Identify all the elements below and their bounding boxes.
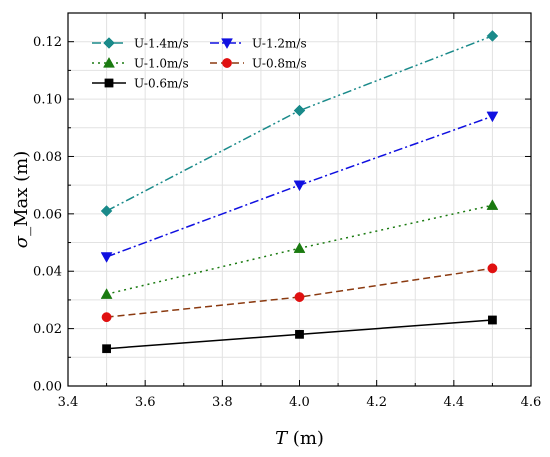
data-point bbox=[486, 199, 499, 210]
y-tick-label: 0.04 bbox=[33, 265, 62, 280]
legend-item: U-0.8m/s bbox=[210, 57, 307, 71]
x-tick-label: 3.8 bbox=[212, 395, 233, 410]
series-U-1.2m/s bbox=[100, 111, 499, 263]
y-tick-label: 0.12 bbox=[33, 35, 62, 50]
data-point bbox=[294, 292, 305, 302]
x-tick-label: 3.4 bbox=[58, 395, 79, 410]
legend-label: U-1.2m/s bbox=[252, 37, 307, 51]
legend-item: U-1.4m/s bbox=[92, 37, 189, 51]
data-point bbox=[293, 180, 306, 192]
legend-label: U-1.0m/s bbox=[134, 57, 189, 71]
data-point bbox=[101, 312, 112, 323]
series-U-0.6m/s bbox=[102, 315, 497, 354]
data-point bbox=[486, 30, 499, 42]
legend-label: U-0.8m/s bbox=[252, 57, 307, 71]
axis-ticks: 3.4 3.6 3.8 4.0 4.2 4.4 4.6 0.00 0.02 0.04 0.06 0.0… bbox=[33, 12, 542, 410]
legend-marker bbox=[103, 56, 115, 68]
data-point bbox=[102, 344, 111, 354]
x-tick-label: 4.0 bbox=[289, 395, 310, 410]
y-axis-rest: _Max (m) bbox=[11, 151, 32, 236]
legend-marker bbox=[103, 37, 115, 49]
legend-marker bbox=[104, 78, 114, 88]
legend-marker bbox=[222, 58, 232, 68]
x-tick-label: 4.6 bbox=[521, 395, 542, 410]
data-point bbox=[488, 315, 497, 325]
legend-label: U-0.6m/s bbox=[134, 77, 189, 91]
y-axis-symbol: σ bbox=[11, 235, 32, 248]
data-point bbox=[100, 288, 113, 299]
y-tick-label: 0.06 bbox=[33, 207, 62, 222]
legend: U-1.4m/s U-1.2m/s U-1.0m/s U-0.8m/s U-0.6m/s bbox=[92, 37, 307, 91]
legend-label: U-1.4m/s bbox=[134, 37, 189, 51]
data-point bbox=[293, 104, 306, 117]
data-point bbox=[295, 329, 304, 339]
x-tick-label: 4.2 bbox=[366, 395, 387, 410]
legend-item: U-0.6m/s bbox=[92, 77, 189, 91]
x-axis-unit: (m) bbox=[287, 428, 324, 449]
data-point bbox=[293, 242, 306, 253]
data-point bbox=[486, 111, 499, 123]
legend-marker bbox=[221, 38, 233, 50]
series-U-0.8m/s bbox=[101, 263, 498, 323]
y-tick-label: 0.10 bbox=[33, 93, 62, 108]
series-U-1.4m/s bbox=[100, 30, 499, 217]
y-tick-label: 0.02 bbox=[33, 322, 62, 337]
x-tick-label: 3.6 bbox=[135, 395, 156, 410]
x-axis-symbol: T bbox=[275, 428, 289, 449]
x-axis-title: T (m) bbox=[275, 428, 324, 449]
series-U-1.0m/s bbox=[100, 199, 499, 299]
data-point bbox=[487, 263, 498, 274]
series-layer bbox=[100, 30, 499, 354]
y-tick-label: 0.00 bbox=[33, 380, 62, 395]
series-line bbox=[106, 35, 493, 212]
x-tick-label: 4.4 bbox=[443, 395, 464, 410]
data-point bbox=[100, 205, 113, 217]
data-point bbox=[100, 252, 113, 263]
legend-item: U-1.2m/s bbox=[210, 37, 307, 51]
legend-item: U-1.0m/s bbox=[92, 57, 189, 71]
y-axis-title: σ_Max (m) bbox=[11, 151, 32, 248]
y-tick-label: 0.08 bbox=[33, 150, 62, 165]
